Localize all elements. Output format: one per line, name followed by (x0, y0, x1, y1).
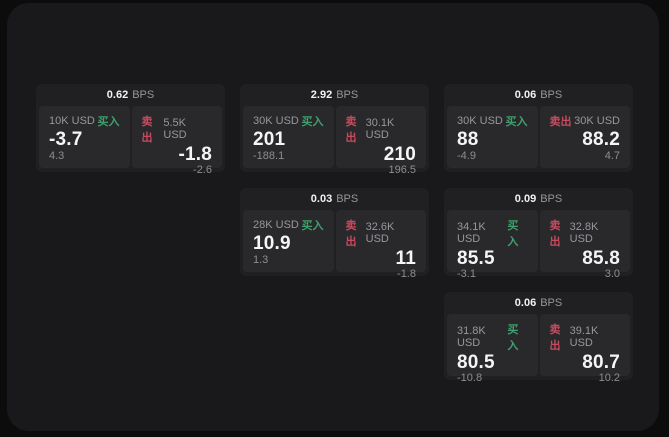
bps-unit-label: BPS (540, 297, 563, 309)
sell-side-label: 卖出 (549, 220, 561, 248)
quote-tiles: 10K USD 买入 -3.7 4.3 卖出 5.5K USD -1.8 -2.… (39, 106, 222, 176)
quote-card: 0.06 BPS 30K USD 买入 88 -4.9 卖出 30K USD (444, 84, 633, 172)
buy-delta: -3.1 (457, 268, 476, 280)
quote-card: 0.09 BPS 34.1K USD 买入 85.5 -3.1 卖出 32.8K… (444, 188, 633, 280)
bps-header: 2.92 BPS (240, 84, 429, 106)
bps-unit-label: BPS (540, 89, 563, 101)
buy-tile[interactable]: 31.8K USD 买入 80.5 -10.8 (447, 314, 538, 384)
buy-delta: -10.8 (457, 372, 483, 384)
sell-delta: -1.8 (397, 268, 416, 280)
sell-tile[interactable]: 卖出 30.1K USD 210 196.5 (335, 106, 426, 176)
quote-card: 2.92 BPS 30K USD 买入 201 -188.1 卖出 30.1K … (240, 84, 429, 176)
sell-tile[interactable]: 卖出 39.1K USD 80.7 10.2 (539, 314, 630, 384)
buy-amount: 30K USD (253, 115, 299, 127)
sell-delta: 3.0 (604, 268, 620, 280)
buy-price: 201 (253, 129, 286, 150)
buy-tile[interactable]: 28K USD 买入 10.9 1.3 (243, 210, 334, 272)
quote-tiles: 28K USD 买入 10.9 1.3 卖出 32.6K USD 11 -1.8 (243, 210, 426, 280)
bps-value: 0.06 (514, 297, 537, 309)
buy-side-label: 买入 (97, 116, 120, 128)
quote-tiles: 34.1K USD 买入 85.5 -3.1 卖出 32.8K USD 85.8… (447, 210, 630, 280)
bps-header: 0.06 BPS (444, 84, 633, 106)
bps-value: 0.06 (514, 89, 537, 101)
buy-tile[interactable]: 34.1K USD 买入 85.5 -3.1 (447, 210, 538, 280)
buy-side-label: 买入 (505, 116, 528, 128)
bps-unit-label: BPS (540, 193, 563, 205)
sell-price: 88.2 (582, 129, 620, 150)
buy-price: 88 (457, 129, 479, 150)
buy-price: 80.5 (457, 352, 495, 373)
sell-side-label: 卖出 (141, 116, 153, 144)
sell-amount: 32.8K USD (569, 221, 599, 245)
buy-delta: 4.3 (49, 150, 65, 162)
buy-tile[interactable]: 10K USD 买入 -3.7 4.3 (39, 106, 130, 168)
sell-tile[interactable]: 卖出 32.8K USD 85.8 3.0 (539, 210, 630, 280)
sell-amount: 5.5K USD (163, 117, 187, 141)
bps-unit-label: BPS (132, 89, 155, 101)
buy-side-label: 买入 (507, 220, 519, 248)
bps-header: 0.03 BPS (240, 188, 429, 210)
buy-side-label: 买入 (301, 116, 324, 128)
buy-amount: 10K USD (49, 115, 95, 127)
buy-amount: 31.8K USD (457, 325, 486, 349)
buy-side-label: 买入 (301, 220, 324, 232)
buy-tile[interactable]: 30K USD 买入 201 -188.1 (243, 106, 334, 168)
buy-price: -3.7 (49, 129, 83, 150)
bps-value: 0.62 (106, 89, 129, 101)
sell-delta: 10.2 (598, 372, 620, 384)
bps-header: 0.06 BPS (444, 292, 633, 314)
bps-unit-label: BPS (336, 89, 359, 101)
quote-card: 0.03 BPS 28K USD 买入 10.9 1.3 卖出 32.6K US… (240, 188, 429, 280)
sell-price: -1.8 (178, 144, 212, 165)
quote-tiles: 31.8K USD 买入 80.5 -10.8 卖出 39.1K USD 80.… (447, 314, 630, 384)
quotes-panel: 0.62 BPS 10K USD 买入 -3.7 4.3 卖出 5.5K USD (7, 3, 659, 431)
buy-amount: 34.1K USD (457, 221, 486, 245)
buy-delta: -188.1 (253, 150, 285, 162)
sell-delta: 196.5 (388, 164, 416, 176)
sell-delta: 4.7 (604, 150, 620, 162)
sell-side-label: 卖出 (549, 116, 572, 128)
quote-card: 0.06 BPS 31.8K USD 买入 80.5 -10.8 卖出 39.1… (444, 292, 633, 384)
sell-price: 11 (395, 248, 416, 269)
sell-side-label: 卖出 (345, 116, 357, 144)
bps-unit-label: BPS (336, 193, 359, 205)
bps-value: 0.09 (514, 193, 537, 205)
sell-side-label: 卖出 (345, 220, 357, 248)
buy-amount: 28K USD (253, 219, 299, 231)
bps-header: 0.62 BPS (36, 84, 225, 106)
buy-tile[interactable]: 30K USD 买入 88 -4.9 (447, 106, 538, 168)
sell-tile[interactable]: 卖出 30K USD 88.2 4.7 (539, 106, 630, 168)
sell-amount: 32.6K USD (365, 221, 395, 245)
buy-price: 10.9 (253, 233, 291, 254)
sell-amount: 30K USD (574, 115, 620, 127)
sell-price: 210 (383, 144, 416, 165)
sell-tile[interactable]: 卖出 5.5K USD -1.8 -2.6 (131, 106, 222, 176)
buy-side-label: 买入 (507, 324, 519, 352)
quote-card: 0.62 BPS 10K USD 买入 -3.7 4.3 卖出 5.5K USD (36, 84, 225, 176)
quote-tiles: 30K USD 买入 88 -4.9 卖出 30K USD 88.2 4.7 (447, 106, 630, 168)
sell-amount: 39.1K USD (569, 325, 599, 349)
buy-price: 85.5 (457, 248, 495, 269)
buy-delta: 1.3 (253, 254, 269, 266)
bps-header: 0.09 BPS (444, 188, 633, 210)
sell-delta: -2.6 (193, 164, 212, 176)
sell-tile[interactable]: 卖出 32.6K USD 11 -1.8 (335, 210, 426, 280)
bps-value: 2.92 (310, 89, 333, 101)
bps-value: 0.03 (310, 193, 333, 205)
buy-amount: 30K USD (457, 115, 503, 127)
quote-tiles: 30K USD 买入 201 -188.1 卖出 30.1K USD 210 1… (243, 106, 426, 176)
sell-price: 80.7 (582, 352, 620, 373)
buy-delta: -4.9 (457, 150, 476, 162)
sell-amount: 30.1K USD (365, 117, 395, 141)
sell-side-label: 卖出 (549, 324, 561, 352)
sell-price: 85.8 (582, 248, 620, 269)
